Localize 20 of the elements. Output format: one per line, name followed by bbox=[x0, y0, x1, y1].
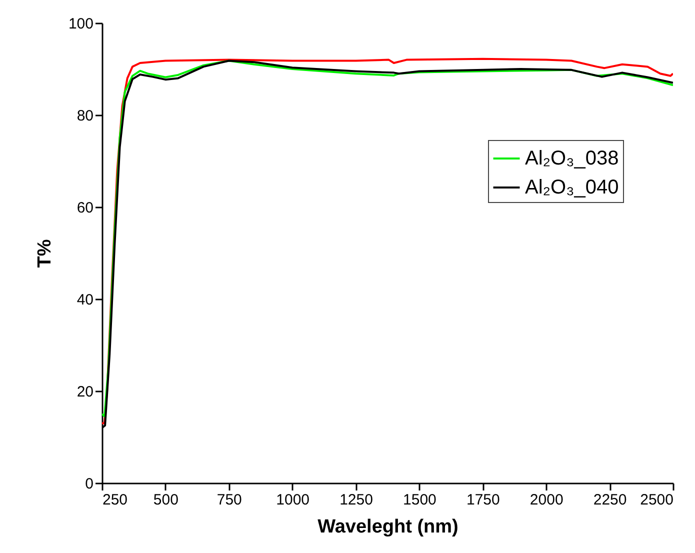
y-tick-label: 60 bbox=[76, 200, 94, 216]
y-tick-label: 0 bbox=[85, 476, 94, 492]
x-tick-label: 2250 bbox=[593, 492, 627, 508]
x-tick-label: 2500 bbox=[640, 492, 674, 508]
x-tick-label: 2000 bbox=[530, 492, 564, 508]
y-tick-label: 20 bbox=[76, 384, 94, 400]
y-axis-title: T% bbox=[34, 239, 56, 268]
x-axis-title: Waveleght (nm) bbox=[318, 516, 458, 538]
x-tick-label: 250 bbox=[102, 492, 128, 508]
y-tick-label: 40 bbox=[76, 292, 94, 308]
x-tick-label: 1250 bbox=[340, 492, 373, 508]
x-tick-label: 1000 bbox=[276, 492, 310, 508]
x-tick-label: 750 bbox=[216, 492, 242, 508]
x-tick-label: 1750 bbox=[466, 492, 500, 508]
x-tick-label: 1500 bbox=[403, 492, 436, 508]
y-tick-label: 80 bbox=[76, 108, 94, 124]
y-tick-label: 100 bbox=[68, 16, 94, 32]
legend-label: Al₂O₃_040 bbox=[525, 176, 619, 198]
x-tick-label: 500 bbox=[153, 492, 178, 508]
legend-label: Al₂O₃_038 bbox=[525, 148, 619, 170]
